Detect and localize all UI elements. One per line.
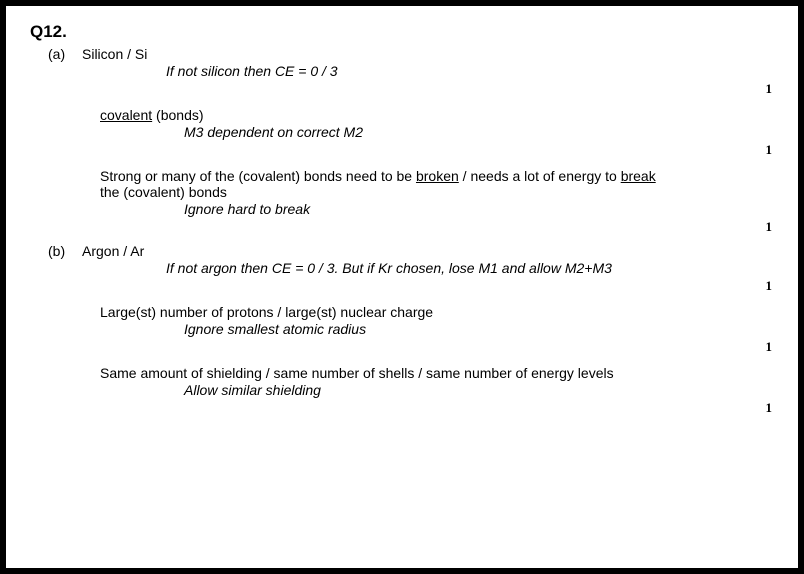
guidance-a-m2: M3 dependent on correct M2 [184, 124, 774, 140]
guidance-b-m1: If not argon then CE = 0 / 3. But if Kr … [166, 260, 646, 276]
mark-a-m2: 1 [30, 142, 774, 158]
a-m3-p3: the (covalent) bonds [100, 184, 227, 200]
mark-b-m2: 1 [30, 339, 774, 355]
guidance-b-m3: Allow similar shielding [184, 382, 774, 398]
guidance-a-m3: Ignore hard to break [184, 201, 774, 217]
a-m3-p2: / needs a lot of energy to [459, 168, 621, 184]
mark-b-m1: 1 [30, 278, 774, 294]
part-label-b: (b) [30, 243, 82, 259]
answer-a-m2-post: (bonds) [152, 107, 203, 123]
answer-a-m1: Silicon / Si If not silicon then CE = 0 … [82, 46, 774, 79]
part-label-a: (a) [30, 46, 82, 62]
guidance-a-m1: If not silicon then CE = 0 / 3 [166, 63, 774, 79]
part-a-m3: Strong or many of the (covalent) bonds n… [100, 168, 774, 217]
answer-b-m3: Same amount of shielding / same number o… [100, 365, 660, 381]
question-number: Q12. [30, 22, 774, 42]
part-b-m1: (b) Argon / Ar If not argon then CE = 0 … [30, 243, 774, 276]
answer-a-m2-underline: covalent [100, 107, 152, 123]
mark-scheme-page: Q12. (a) Silicon / Si If not silicon the… [0, 0, 804, 574]
answer-b-m1-col: Argon / Ar If not argon then CE = 0 / 3.… [82, 243, 774, 276]
a-m3-p1: Strong or many of the (covalent) bonds n… [100, 168, 416, 184]
answer-b-m2: Large(st) number of protons / large(st) … [100, 304, 774, 320]
guidance-b-m2: Ignore smallest atomic radius [184, 321, 774, 337]
mark-a-m1: 1 [30, 81, 774, 97]
a-m3-u1: broken [416, 168, 459, 184]
a-m3-u2: break [621, 168, 656, 184]
mark-a-m3: 1 [30, 219, 774, 235]
answer-b-m1: Argon / Ar [82, 243, 774, 259]
part-a-m2: covalent (bonds) M3 dependent on correct… [100, 107, 774, 140]
answer-text: Silicon / Si [82, 46, 774, 62]
answer-a-m3: Strong or many of the (covalent) bonds n… [100, 168, 660, 200]
part-a-m1: (a) Silicon / Si If not silicon then CE … [30, 46, 774, 79]
part-b-m3: Same amount of shielding / same number o… [100, 365, 774, 398]
part-b-m2: Large(st) number of protons / large(st) … [100, 304, 774, 337]
answer-a-m2: covalent (bonds) [100, 107, 774, 123]
mark-b-m3: 1 [30, 400, 774, 416]
